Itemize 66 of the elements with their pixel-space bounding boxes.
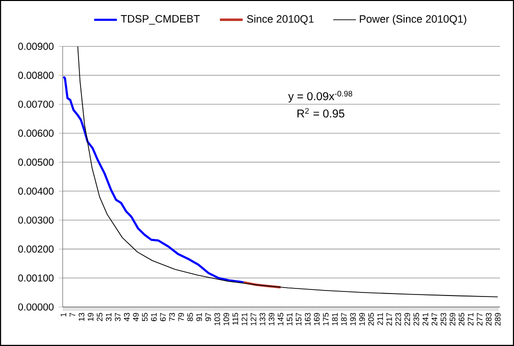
x-tick-label: 241 <box>422 312 428 326</box>
x-tick-label: 19 <box>88 312 94 321</box>
annotation: y = 0.09x$^{-0.98}$ <box>288 90 352 102</box>
x-tick-label: 97 <box>205 312 212 322</box>
y-tick-label: 0.00300 <box>18 216 54 224</box>
x-tick-label: 235 <box>413 312 420 326</box>
x-tick-label: 259 <box>450 312 456 326</box>
x-tick-label: 91 <box>196 312 202 322</box>
x-tick-label: 163 <box>304 312 311 326</box>
x-tick-label: 205 <box>368 312 374 326</box>
x-tick-label: 109 <box>223 312 230 326</box>
legend-label: Since 2010Q1 <box>247 14 314 25</box>
x-tick-label: 67 <box>160 312 166 322</box>
x-tick-label: 85 <box>187 312 193 322</box>
x-tick-label: 247 <box>432 312 438 326</box>
x-tick-label: 127 <box>250 312 256 326</box>
y-tick-label: 0.00100 <box>18 274 54 282</box>
x-tick-label: 211 <box>377 312 383 325</box>
legend-label: TDSP_CMDEBT <box>120 15 200 25</box>
x-tick-label: 31 <box>106 312 112 322</box>
x-tick-label: 181 <box>332 312 338 326</box>
x-tick-label: 13 <box>78 312 84 321</box>
x-tick-label: 193 <box>350 312 356 326</box>
x-tick-label: 145 <box>278 312 284 326</box>
legend-label: Power (Since 2010Q1) <box>360 14 466 25</box>
x-tick-label: 217 <box>386 312 392 326</box>
x-tick-label: 139 <box>268 312 274 326</box>
y-tick-label: 0.00200 <box>18 246 54 253</box>
x-tick-label: 175 <box>323 312 329 326</box>
x-tick-label: 61 <box>151 312 157 322</box>
y-tick-label: 0.00700 <box>18 100 54 108</box>
x-tick-label: 283 <box>486 312 492 326</box>
x-tick-label: 73 <box>169 312 175 322</box>
x-tick-label: 7 <box>70 312 76 317</box>
x-tick-label: 229 <box>404 312 410 326</box>
x-tick-label: 103 <box>214 312 220 326</box>
x-tick-label: 49 <box>132 312 139 322</box>
x-tick-label: 121 <box>242 312 248 326</box>
y-tick-label: 0.00900 <box>18 42 54 50</box>
x-tick-label: 277 <box>476 312 482 326</box>
y-tick-label: 0.00800 <box>18 72 54 79</box>
x-tick-label: 271 <box>468 312 474 326</box>
y-tick-label: 0.00600 <box>18 130 54 137</box>
x-tick-label: 265 <box>458 312 464 326</box>
x-tick-label: 37 <box>114 312 121 322</box>
x-tick-label: 199 <box>359 312 365 326</box>
x-tick-label: 289 <box>494 312 501 326</box>
line-series <box>62 76 245 284</box>
x-tick-label: 55 <box>142 312 148 322</box>
x-tick-label: 115 <box>232 312 238 325</box>
x-tick-label: 187 <box>341 312 347 326</box>
x-tick-label: 43 <box>124 312 130 322</box>
x-tick-label: 133 <box>260 312 266 326</box>
y-tick-label: 0.00000 <box>18 303 54 311</box>
y-tick-label: 0.00400 <box>18 188 54 195</box>
x-tick-label: 223 <box>395 312 402 326</box>
x-tick-label: 169 <box>314 312 320 326</box>
x-tick-label: 1 <box>60 312 66 316</box>
y-tick-label: 0.00500 <box>18 158 54 166</box>
x-tick-label: 151 <box>286 312 292 326</box>
x-tick-label: 253 <box>440 312 446 326</box>
x-tick-label: 157 <box>296 312 302 326</box>
x-tick-label: 79 <box>178 312 184 322</box>
annotation: R$^{2}$ = 0.95 <box>297 108 344 118</box>
line-series <box>77 46 498 298</box>
x-tick-label: 25 <box>96 312 102 322</box>
